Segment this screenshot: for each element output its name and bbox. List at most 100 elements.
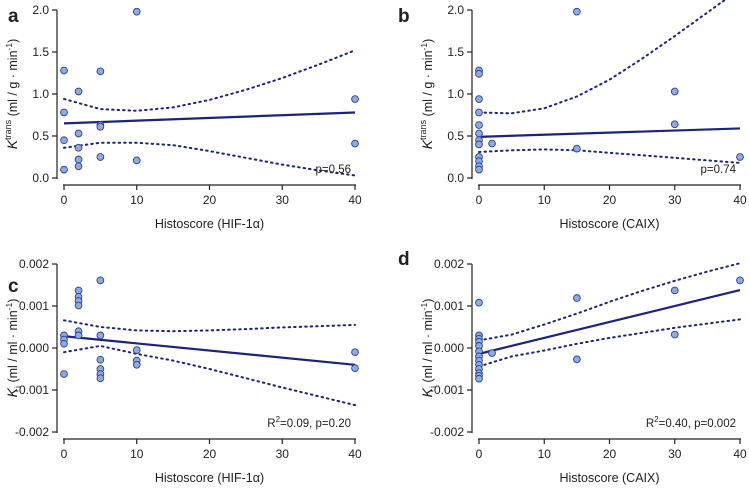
data-point [475, 69, 483, 78]
data-point [351, 364, 359, 373]
panel-a: a 0.0 0.5 1.0 1.5 2.0 0 10 20 30 40 Histoscore (HIF… [3, 3, 362, 231]
x-tick-label: 10 [130, 447, 144, 461]
y-tick-label: 1.0 [447, 87, 464, 101]
y-tick-label: 0.5 [447, 129, 464, 143]
data-point [670, 120, 679, 129]
data-point [475, 95, 483, 103]
x-tick-label: 0 [61, 447, 68, 461]
data-point [132, 360, 141, 369]
ci-lower-line [63, 344, 356, 407]
data-point [475, 165, 483, 174]
x-tick-label: 20 [603, 193, 617, 207]
x-tick-label: 30 [668, 193, 682, 207]
y-tick-label: 0.0 [447, 171, 464, 185]
data-point [670, 286, 679, 295]
data-point [736, 153, 744, 161]
y-axis-title: Ki (ml / ml · min-1) [419, 299, 438, 398]
stat-annotation: p=0.74 [701, 164, 737, 176]
y-axis-title: Ktrans (ml / g · min-1) [3, 39, 20, 150]
y-tick-label: 0.5 [32, 129, 49, 143]
x-tick-label: 20 [603, 447, 617, 461]
x-tick-label: 0 [61, 193, 68, 207]
data-point [488, 139, 496, 148]
data-point [488, 349, 496, 357]
data-point [74, 331, 83, 340]
x-tick-label: 40 [348, 193, 362, 207]
y-tick-label: 0.000 [434, 341, 464, 355]
y-tick-label: -0.001 [15, 383, 49, 397]
data-point [96, 331, 105, 340]
data-point [475, 298, 483, 307]
data-point [96, 122, 105, 131]
panel-b: b 0.0 0.5 1.0 1.5 2.0 0 10 20 30 40 Histoscore (CAI… [398, 0, 747, 231]
x-tick-label: 20 [203, 193, 217, 207]
data-point [74, 87, 83, 96]
stat-annotation: R2=0.09, p=0.20 [267, 415, 351, 430]
data-point [96, 355, 105, 364]
data-point [132, 156, 141, 165]
y-tick-label: -0.002 [430, 425, 464, 439]
data-point [573, 294, 581, 302]
data-point [74, 301, 83, 310]
y-tick-label: 1.0 [32, 87, 49, 101]
panel-letter: a [8, 6, 19, 27]
ci-lower-line [63, 141, 356, 177]
data-point [60, 339, 68, 348]
x-axis-title: Histoscore (CAIX) [559, 471, 659, 485]
data-point [74, 162, 83, 171]
ci-upper-line [478, 262, 741, 342]
x-tick-label: 30 [276, 193, 290, 207]
data-point [475, 108, 483, 117]
y-tick-label: 0.002 [434, 257, 464, 271]
y-tick-label: 0.001 [434, 299, 464, 313]
regression-line [478, 288, 741, 355]
data-point [60, 66, 68, 75]
ci-lower-line [478, 318, 741, 368]
x-tick-label: 10 [538, 447, 552, 461]
data-point [96, 67, 105, 76]
x-axis-title: Histoscore (CAIX) [559, 217, 659, 231]
panel-letter: b [398, 6, 410, 27]
data-point [60, 165, 68, 174]
ci-upper-line [63, 49, 356, 112]
x-axis-title: Histoscore (HIF-1α) [155, 217, 264, 231]
x-tick-label: 40 [733, 447, 747, 461]
regression-line [478, 127, 741, 138]
data-point [670, 87, 679, 96]
data-point [736, 276, 744, 285]
data-point [74, 143, 83, 152]
data-point [670, 330, 679, 339]
data-point [96, 276, 105, 285]
y-tick-label: 2.0 [32, 3, 49, 17]
panel-letter: c [8, 276, 19, 297]
data-point [351, 139, 359, 148]
data-point [132, 346, 141, 354]
y-tick-label: 0.000 [19, 341, 49, 355]
data-point [60, 136, 68, 145]
y-tick-label: 1.5 [32, 45, 49, 59]
data-point [132, 7, 141, 16]
x-tick-label: 0 [476, 447, 483, 461]
x-tick-label: 0 [476, 193, 483, 207]
panel-d: d -0.002 -0.001 0.000 0.001 0.002 0 10 20 30 40 His… [398, 249, 747, 485]
x-tick-label: 30 [276, 447, 290, 461]
ci-upper-line [63, 319, 356, 333]
x-tick-label: 10 [538, 193, 552, 207]
data-point [351, 348, 359, 357]
y-tick-label: 0.0 [32, 171, 49, 185]
y-tick-label: -0.002 [15, 425, 49, 439]
x-tick-label: 30 [668, 447, 682, 461]
data-point [475, 129, 483, 138]
regression-line [63, 111, 356, 125]
ci-lower-line [478, 148, 741, 164]
data-point [60, 370, 68, 378]
x-axis-title: Histoscore (HIF-1α) [155, 471, 264, 485]
data-point [60, 108, 68, 117]
x-tick-label: 40 [348, 447, 362, 461]
y-tick-label: -0.001 [430, 383, 464, 397]
data-point [74, 155, 83, 164]
data-point [573, 7, 581, 16]
panel-c: c -0.002 -0.001 0.000 0.001 0.002 0 10 20 30 40 His… [4, 257, 362, 485]
data-point [475, 374, 483, 383]
